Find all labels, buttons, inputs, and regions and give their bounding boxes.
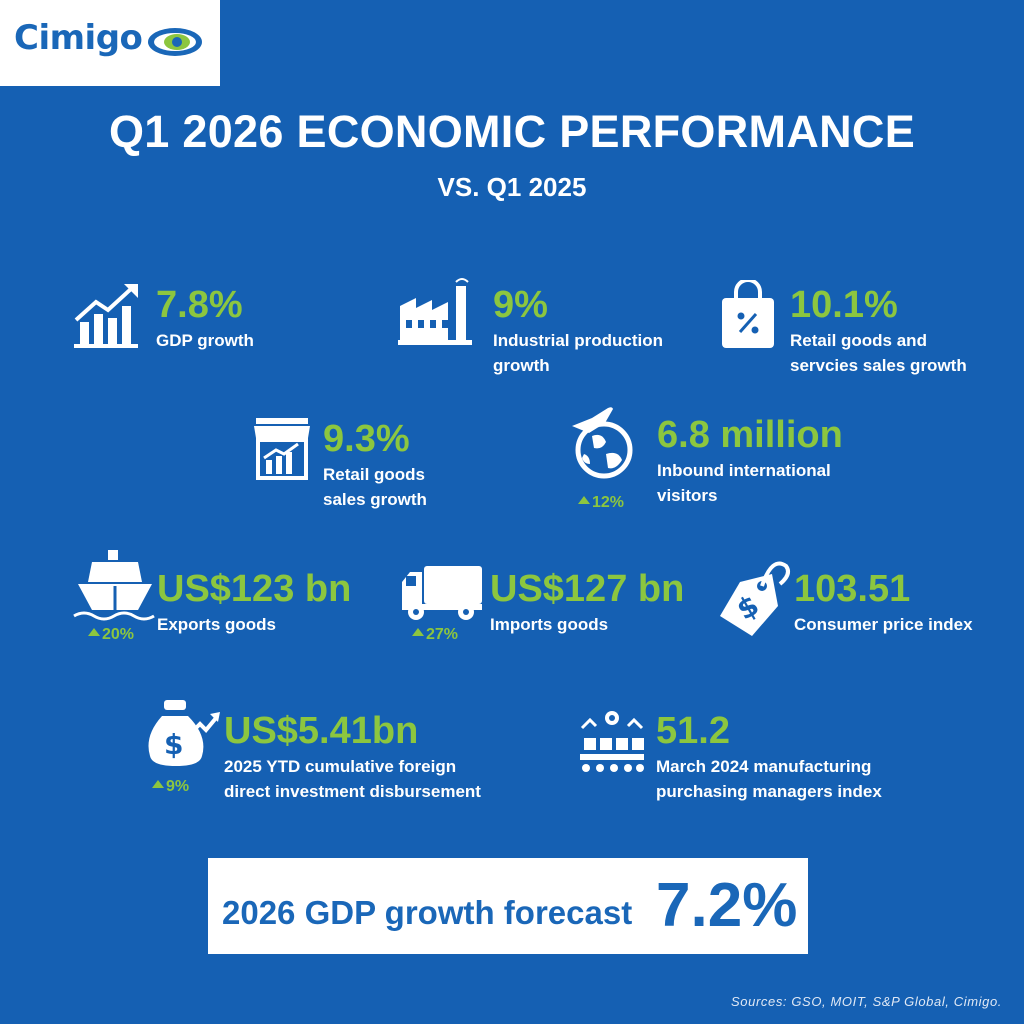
pmi-value: 51.2 [656,710,730,752]
cpi-label: Consumer price index [794,615,973,634]
up-arrow-icon [412,628,424,636]
price-tag-icon: $ [716,556,796,640]
industrial-value: 9% [493,284,548,326]
factory-icon [396,276,476,346]
exports-badge: 20% [88,626,134,644]
page-title: Q1 2026 ECONOMIC PERFORMANCE [108,106,916,157]
truck-icon [400,564,484,622]
logo-text: Cimigo [14,18,143,58]
up-arrow-icon [152,780,164,788]
forecast-label: 2026 GDP growth forecast [222,894,633,931]
logo-panel: Cimigo [0,0,220,86]
globe-plane-icon [566,404,640,484]
visitors-label: Inbound international visitors [657,461,831,505]
up-arrow-icon [578,496,590,504]
fdi-value: US$5.41bn [224,710,419,752]
stat-retail-services: 10.1% Retail goods and servcies sales gro… [790,286,967,378]
sources-footnote: Sources: GSO, MOIT, S&P Global, Cimigo. [731,994,1002,1009]
stat-exports: US$123 bn Exports goods [157,570,351,637]
retail-goods-label: Retail goods sales growth [323,465,427,509]
imports-label: Imports goods [490,615,609,634]
exports-value: US$123 bn [157,568,352,610]
forecast-value: 7.2% [656,871,798,940]
cpi-value: 103.51 [794,568,911,610]
stat-gdp: 7.8% GDP growth [156,286,254,353]
fdi-label: 2025 YTD cumulative foreign direct invest… [224,757,481,801]
imports-badge: 27% [412,626,458,644]
gdp-value: 7.8% [156,284,243,326]
visitors-value: 6.8 million [657,414,843,456]
ship-icon [72,548,158,622]
retail-goods-value: 9.3% [323,418,410,460]
manufacturing-conveyor-icon [576,708,648,778]
growth-chart-icon [72,282,142,350]
page-subtitle: VS. Q1 2025 [437,172,587,202]
forecast-box: 2026 GDP growth forecast 7.2% [208,858,808,954]
retail-services-label: Retail goods and servcies sales growth [790,331,967,375]
visitors-badge: 12% [578,494,624,512]
stat-retail-goods: 9.3% Retail goods sales growth [323,420,427,512]
eye-logo-icon [146,26,204,58]
stat-pmi: 51.2 March 2024 manufacturing purchasing … [656,712,882,804]
stat-visitors: 6.8 million Inbound international visitor… [657,416,843,508]
fdi-badge: 9% [152,778,189,796]
imports-value: US$127 bn [490,568,685,610]
retail-services-value: 10.1% [790,284,898,326]
shopping-bag-percent-icon [720,280,776,350]
storefront-icon [252,416,312,480]
stat-industrial: 9% Industrial production growth [493,286,663,378]
svg-text:$: $ [164,728,183,761]
up-arrow-icon [88,628,100,636]
pmi-label: March 2024 manufacturing purchasing manag… [656,757,882,801]
money-bag-icon: $ [148,696,222,770]
gdp-label: GDP growth [156,331,254,350]
industrial-label: Industrial production growth [493,331,663,375]
stat-imports: US$127 bn Imports goods [490,570,684,637]
stat-fdi: US$5.41bn 2025 YTD cumulative foreign dir… [224,712,481,804]
stat-cpi: 103.51 Consumer price index [794,570,973,637]
exports-label: Exports goods [157,615,277,634]
